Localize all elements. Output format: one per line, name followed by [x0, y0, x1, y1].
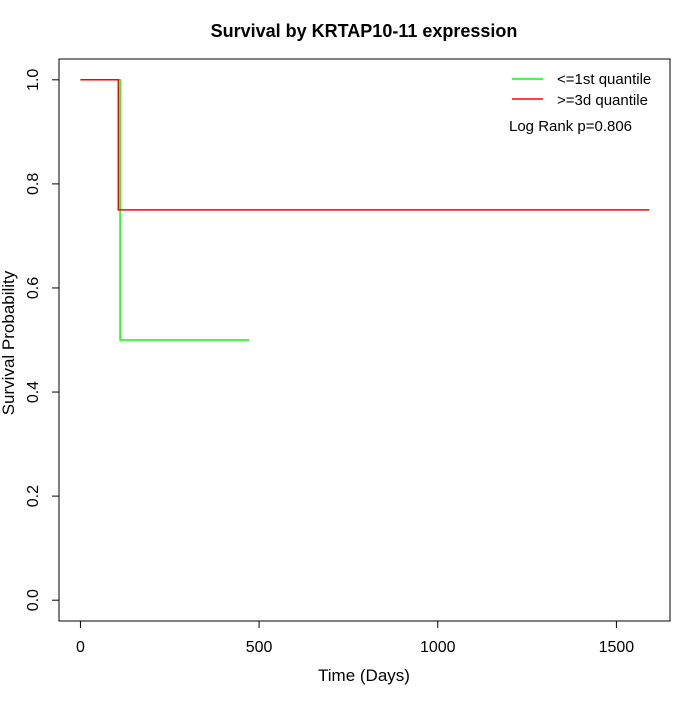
- y-tick-label: 0.2: [25, 485, 42, 507]
- legend-label-high-expression: >=3d quantile: [557, 92, 648, 109]
- x-axis-label: Time (Days): [318, 666, 410, 685]
- y-tick-label: 1.0: [25, 69, 42, 91]
- y-axis-label: Survival Probability: [0, 270, 18, 415]
- series-layer: [80, 79, 650, 341]
- y-tick-label: 0.4: [25, 381, 42, 403]
- y-tick-label: 0.8: [25, 173, 42, 195]
- y-tick-label: 0.6: [25, 277, 42, 299]
- x-tick-label: 1000: [420, 639, 456, 656]
- legend: <=1st quantile >=3d quantile Log Rank p=…: [509, 71, 651, 135]
- y-axis: 0.0 0.2 0.4 0.6 0.8 1.0: [25, 69, 60, 611]
- x-tick-label: 500: [246, 639, 273, 656]
- y-tick-label: 0.0: [25, 589, 42, 611]
- legend-label-low-expression: <=1st quantile: [557, 71, 651, 88]
- logrank-annotation: Log Rank p=0.806: [509, 118, 632, 135]
- x-tick-label: 1500: [599, 639, 635, 656]
- survival-curve-series-1: [80, 79, 650, 211]
- x-axis: 0 500 1000 1500: [76, 620, 635, 656]
- x-tick-label: 0: [76, 639, 85, 656]
- chart-title: Survival by KRTAP10-11 expression: [211, 21, 518, 41]
